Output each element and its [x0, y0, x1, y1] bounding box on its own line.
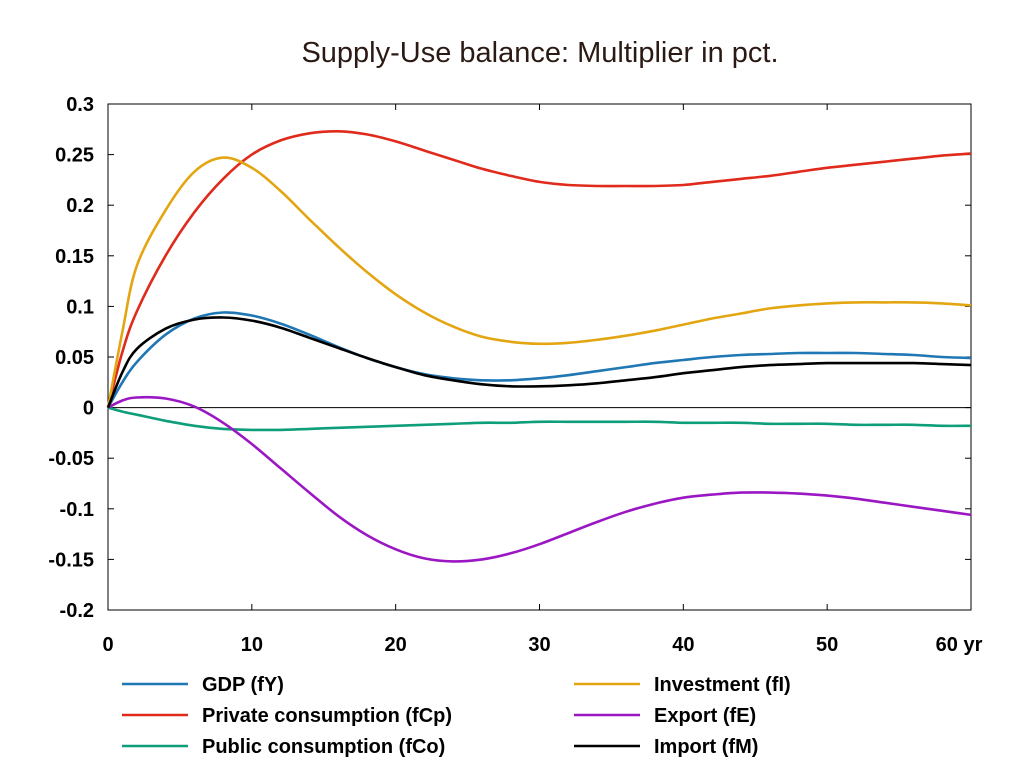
legend-label: Investment (fI): [654, 674, 791, 696]
legend-item-import-fm[interactable]: Import (fM): [574, 736, 758, 758]
axes: 0.3 0.25 0.2 0.15 0.1 0.05 0 -0.05 -0.1 -0.15 -0.2…: [48, 94, 982, 656]
y-tick-label: 0.15: [55, 246, 94, 268]
plot-frame: [107, 103, 972, 611]
series-line-public-consumption-fco: [107, 406, 972, 432]
series-line-private-consumption-fcp: [106, 129, 972, 408]
series-line-import-fm: [106, 316, 972, 409]
legend-label: GDP (fY): [202, 674, 284, 696]
legend: GDP (fY) Private consumption (fCp) Public …: [122, 674, 791, 758]
series-line-export-fe: [107, 395, 972, 563]
y-tick-label: 0: [83, 398, 94, 420]
x-tick-label: 30: [528, 634, 550, 656]
x-tick-label: 60 yr: [936, 634, 983, 656]
series-lines: [106, 129, 972, 563]
legend-item-private-consumption-fcp[interactable]: Private consumption (fCp): [122, 705, 452, 727]
series-line-investment-fi: [106, 156, 972, 408]
y-tick-label: 0.25: [55, 145, 94, 167]
y-tick-label: 0.05: [55, 347, 94, 369]
y-tick-label: -0.1: [60, 499, 94, 521]
legend-item-gdp-fy[interactable]: GDP (fY): [122, 674, 284, 696]
y-tick-label: 0.2: [66, 195, 94, 217]
legend-label: Public consumption (fCo): [202, 736, 445, 758]
legend-label: Private consumption (fCp): [202, 705, 452, 727]
x-tick-label: 40: [672, 634, 694, 656]
chart-title: Supply-Use balance: Multiplier in pct.: [301, 37, 778, 69]
x-tick-label: 20: [385, 634, 407, 656]
y-tick-label: -0.05: [48, 448, 94, 470]
legend-label: Export (fE): [654, 705, 756, 727]
y-tick-label: 0.1: [66, 296, 94, 318]
legend-item-investment-fi[interactable]: Investment (fI): [574, 674, 791, 696]
legend-item-export-fe[interactable]: Export (fE): [574, 705, 756, 727]
series-line-gdp-fy: [106, 311, 972, 409]
legend-item-public-consumption-fco[interactable]: Public consumption (fCo): [122, 736, 445, 758]
x-tick-label: 0: [102, 634, 113, 656]
y-tick-label: -0.15: [48, 549, 94, 571]
y-tick-label: -0.2: [60, 600, 94, 622]
y-tick-label: 0.3: [66, 94, 94, 116]
x-tick-label: 10: [241, 634, 263, 656]
x-tick-label: 50: [816, 634, 838, 656]
legend-label: Import (fM): [654, 736, 758, 758]
